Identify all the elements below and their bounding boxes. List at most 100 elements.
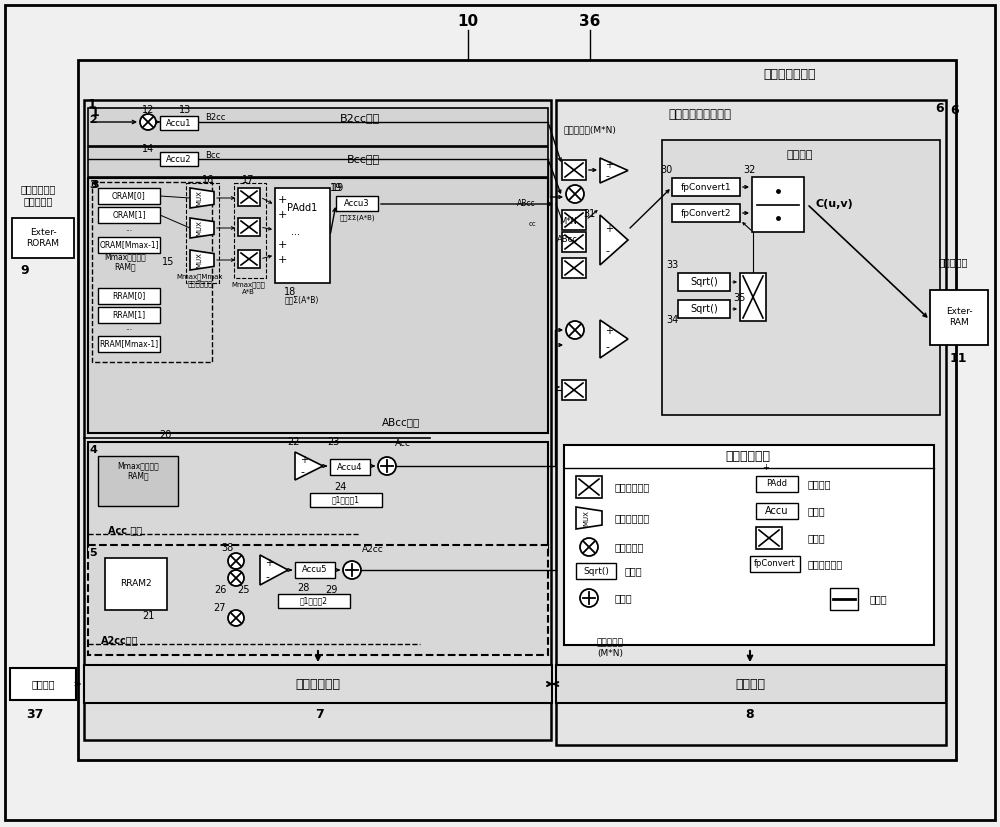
- Bar: [662, 140, 940, 415]
- Text: 模板图实时图
数据存储器: 模板图实时图 数据存储器: [20, 184, 56, 206]
- Text: 2: 2: [89, 115, 97, 125]
- Text: Acc 计算: Acc 计算: [108, 525, 142, 535]
- Text: ABcc: ABcc: [557, 236, 578, 245]
- Text: 1: 1: [88, 98, 96, 111]
- Text: 并加运算: 并加运算: [808, 479, 832, 489]
- Text: A2cc: A2cc: [362, 546, 384, 554]
- Text: 28: 28: [297, 583, 309, 593]
- Bar: [672, 204, 740, 222]
- Bar: [672, 178, 740, 196]
- Text: 24: 24: [334, 482, 346, 492]
- Text: 模板图大小(M*N): 模板图大小(M*N): [564, 126, 616, 135]
- Text: M*N: M*N: [559, 218, 577, 227]
- Bar: [88, 108, 548, 146]
- Text: 36: 36: [579, 15, 601, 30]
- Bar: [678, 273, 730, 291]
- Text: +: +: [277, 210, 287, 220]
- Bar: [98, 336, 160, 352]
- Text: 31: 31: [584, 209, 596, 219]
- Text: PAdd: PAdd: [767, 480, 788, 489]
- Text: 减法器: 减法器: [870, 594, 888, 604]
- Circle shape: [580, 589, 598, 607]
- Polygon shape: [295, 452, 323, 480]
- Polygon shape: [190, 218, 214, 238]
- Polygon shape: [190, 250, 214, 270]
- Text: 19: 19: [332, 183, 344, 193]
- Text: -: -: [605, 171, 609, 181]
- Bar: [84, 100, 551, 740]
- Bar: [756, 476, 798, 492]
- Text: ABcc计算: ABcc计算: [382, 417, 420, 427]
- Bar: [562, 210, 586, 230]
- Circle shape: [228, 570, 244, 586]
- Bar: [186, 183, 219, 283]
- Text: C(u,v): C(u,v): [815, 199, 853, 209]
- Text: 浮点除法运算: 浮点除法运算: [615, 482, 650, 492]
- Text: MUX: MUX: [197, 220, 203, 236]
- Circle shape: [566, 321, 584, 339]
- Text: 4: 4: [89, 445, 97, 455]
- Polygon shape: [260, 555, 288, 585]
- Bar: [160, 152, 198, 166]
- Text: 多路选通开关: 多路选通开关: [615, 513, 650, 523]
- Text: 16: 16: [202, 175, 214, 185]
- Text: +: +: [762, 463, 769, 472]
- Text: MUX: MUX: [197, 190, 203, 206]
- Text: 后续计算: 后续计算: [787, 150, 813, 160]
- Bar: [930, 290, 988, 345]
- Text: RRAM2: RRAM2: [120, 580, 152, 589]
- Text: 30: 30: [660, 165, 672, 175]
- Bar: [98, 307, 160, 323]
- Text: ···: ···: [125, 327, 133, 336]
- Text: 归一化相关系数计算: 归一化相关系数计算: [668, 108, 732, 122]
- Bar: [98, 188, 160, 204]
- Bar: [278, 594, 350, 608]
- Text: PAdd1: PAdd1: [287, 203, 317, 213]
- Text: Accu4: Accu4: [337, 462, 363, 471]
- Bar: [238, 188, 260, 206]
- Text: Mmax个模板图
RAM块: Mmax个模板图 RAM块: [104, 252, 146, 272]
- Text: Mmax下Mmax
输入多路选通: Mmax下Mmax 输入多路选通: [177, 273, 223, 287]
- Text: +: +: [605, 224, 613, 234]
- Text: Sqrt(): Sqrt(): [583, 566, 609, 576]
- Text: +: +: [605, 160, 613, 170]
- Text: Acc: Acc: [395, 438, 411, 447]
- Circle shape: [566, 185, 584, 203]
- Text: ···: ···: [125, 227, 133, 237]
- Polygon shape: [600, 215, 628, 265]
- Bar: [234, 183, 266, 278]
- Text: 23: 23: [327, 437, 339, 447]
- Bar: [295, 562, 335, 578]
- Text: 累加器: 累加器: [808, 506, 826, 516]
- Text: 14: 14: [142, 144, 154, 154]
- Bar: [88, 442, 548, 552]
- Polygon shape: [190, 188, 214, 208]
- Bar: [330, 459, 370, 475]
- Text: 模板图大小
(M*N): 模板图大小 (M*N): [597, 638, 623, 657]
- Text: 10: 10: [457, 15, 479, 30]
- Text: ORAM[1]: ORAM[1]: [112, 211, 146, 219]
- Text: 结果存储器: 结果存储器: [938, 257, 968, 267]
- Text: 各项操作图例: 各项操作图例: [726, 451, 770, 463]
- Circle shape: [343, 561, 361, 579]
- Text: 5: 5: [89, 548, 97, 558]
- Text: 35: 35: [734, 293, 746, 303]
- Text: 累加ΣΣ(A*B): 累加ΣΣ(A*B): [339, 215, 375, 222]
- Polygon shape: [600, 320, 628, 358]
- Text: A2cc计算: A2cc计算: [101, 635, 139, 645]
- Text: 时序控制: 时序控制: [735, 677, 765, 691]
- Text: Sqrt(): Sqrt(): [690, 277, 718, 287]
- Text: 13: 13: [179, 105, 191, 115]
- Bar: [238, 218, 260, 236]
- Bar: [756, 527, 782, 549]
- Text: 9: 9: [21, 264, 29, 276]
- Circle shape: [580, 538, 598, 556]
- Text: MUX: MUX: [583, 510, 589, 526]
- Text: -: -: [605, 246, 609, 256]
- Circle shape: [228, 610, 244, 626]
- Text: Accu5: Accu5: [302, 566, 328, 575]
- Bar: [562, 232, 586, 252]
- Text: 12: 12: [142, 105, 154, 115]
- Text: ORAM[0]: ORAM[0]: [112, 192, 146, 200]
- Text: 1: 1: [91, 106, 99, 118]
